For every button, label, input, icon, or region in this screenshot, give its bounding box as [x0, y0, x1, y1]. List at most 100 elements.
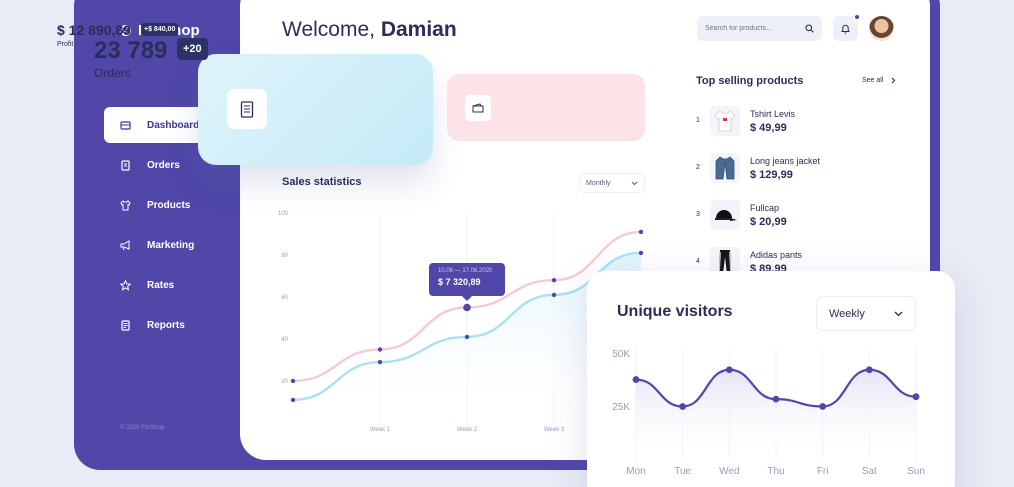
search-icon[interactable] [805, 20, 814, 38]
y-tick-label: 80 [281, 253, 288, 259]
cap-icon [710, 200, 740, 230]
sales-chart: 100 80 60 40 20 Week 1 Week 2 Week 3 [278, 211, 644, 433]
data-point [772, 395, 780, 403]
product-price: $ 20,99 [750, 216, 787, 228]
y-tick-label: 60 [281, 295, 288, 301]
sidebar-item-rates[interactable]: Rates [104, 267, 254, 303]
tooltip-value: $ 7 320,89 [438, 277, 481, 287]
user-name: Damian [380, 18, 457, 41]
data-point [290, 378, 296, 384]
visitors-title: Unique visitors [617, 303, 733, 320]
x-tick-label: Wed [719, 466, 739, 477]
product-item[interactable]: 1 Tshirt Levis $ 49,99 [696, 106, 896, 136]
jacket-icon [710, 153, 740, 183]
data-point [632, 376, 640, 383]
y-tick-label: 20 [281, 379, 288, 385]
product-name: Fullcap [750, 203, 780, 213]
y-tick-label: 40 [281, 337, 288, 343]
tshirt-icon [120, 199, 131, 211]
welcome-text: Welcome, [282, 18, 375, 41]
sales-statistics-title: Sales statistics [282, 176, 362, 188]
profit-value: $ 12 890,89 [57, 22, 131, 38]
see-all-link[interactable]: See all [862, 77, 896, 84]
x-tick-label: Tue [674, 466, 691, 477]
x-tick-label: Week 3 [544, 427, 565, 433]
profit-change-badge: +$ 840,00 [141, 23, 179, 36]
product-name: Tshirt Levis [750, 109, 796, 119]
product-price: $ 49,99 [750, 122, 787, 134]
data-point [819, 403, 827, 410]
tooltip-range: 10.06 — 17.06.2020 [438, 268, 493, 274]
sidebar-item-label: Marketing [147, 239, 195, 251]
product-item[interactable]: 3 Fullcap $ 20,99 [696, 200, 896, 230]
product-price: $ 129,99 [750, 169, 793, 181]
wallet-icon [465, 95, 491, 121]
sidebar-item-label: Orders [147, 159, 180, 171]
y-tick-label: 25K [612, 402, 630, 413]
sidebar-item-label: Products [147, 199, 191, 211]
sidebar-item-label: Reports [147, 319, 185, 331]
product-name: Long jeans jacket [750, 156, 821, 166]
sidebar-item-label: Dashboard [147, 119, 200, 131]
visitors-period-select[interactable]: Weekly [816, 296, 916, 331]
product-rank: 3 [696, 211, 700, 218]
data-point [463, 303, 471, 312]
orders-icon [120, 159, 131, 171]
data-point [551, 292, 557, 298]
notification-dot [854, 14, 860, 20]
data-point [638, 229, 644, 235]
x-tick-label: Mon [626, 466, 645, 477]
data-point [638, 250, 644, 256]
bell-icon [841, 24, 850, 33]
data-point [679, 403, 687, 410]
sidebar-item-products[interactable]: Products [104, 187, 254, 223]
product-rank: 1 [696, 117, 700, 124]
data-point [290, 397, 296, 403]
data-point [551, 278, 557, 283]
y-tick-label: 100 [278, 211, 289, 217]
sidebar-item-orders[interactable]: Orders [104, 147, 254, 183]
y-tick-label: 50K [612, 349, 630, 360]
visitors-period-value: Weekly [829, 307, 865, 320]
series-area [636, 369, 916, 460]
report-icon [120, 319, 131, 331]
orders-label: Orders [94, 66, 131, 80]
avatar[interactable] [869, 16, 894, 41]
notifications-button[interactable] [833, 14, 860, 41]
search-input[interactable] [705, 25, 795, 32]
dashboard-icon [120, 120, 131, 131]
product-rank: 4 [696, 258, 700, 265]
chevron-down-icon [631, 181, 638, 185]
product-item[interactable]: 2 Long jeans jacket $ 129,99 [696, 153, 896, 183]
orders-count: 23 789 [94, 37, 168, 64]
data-point [912, 393, 920, 401]
data-point [464, 334, 470, 340]
chevron-down-icon [894, 311, 903, 316]
top-selling-title: Top selling products [696, 75, 804, 87]
x-tick-label: Sat [862, 466, 877, 477]
data-point [725, 366, 733, 374]
x-tick-label: Week 1 [370, 427, 391, 433]
logo-icon [120, 25, 131, 36]
period-select-value: Monthly [586, 179, 611, 187]
sidebar-item-marketing[interactable]: Marketing [104, 227, 254, 263]
page-title: Welcome, Damian [282, 18, 457, 42]
sales-tooltip: 10.06 — 17.06.2020 $ 7 320,89 [429, 263, 505, 301]
tshirt-icon [710, 106, 740, 136]
x-tick-label: Thu [767, 466, 784, 477]
data-point [865, 366, 873, 374]
period-select[interactable]: Monthly [579, 173, 645, 193]
profit-label: Profit [57, 41, 74, 48]
orders-card [198, 54, 433, 165]
data-point [377, 347, 383, 352]
data-point [377, 359, 383, 365]
product-rank: 2 [696, 164, 700, 171]
sidebar-item-reports[interactable]: Reports [104, 307, 254, 343]
x-tick-label: Fri [817, 466, 829, 477]
sidebar-item-label: Rates [147, 279, 175, 291]
chevron-right-icon [892, 77, 896, 84]
search-box[interactable] [697, 16, 822, 41]
receipt-icon [227, 89, 267, 129]
product-name: Adidas pants [750, 250, 803, 260]
x-tick-label: Week 2 [457, 427, 478, 433]
